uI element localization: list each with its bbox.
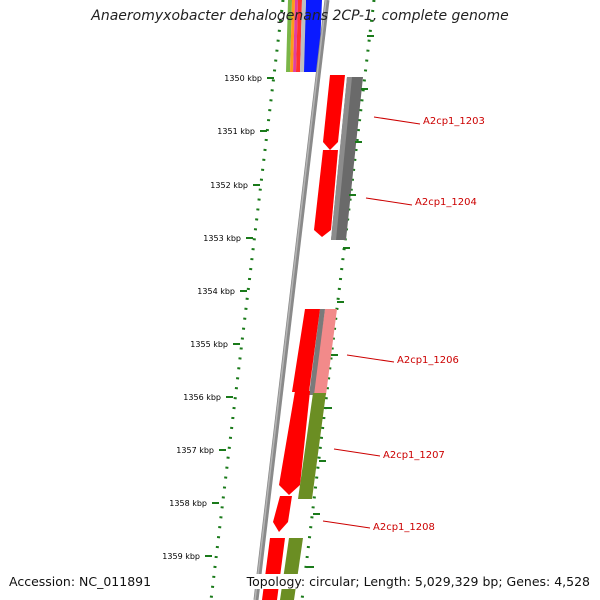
gene-label[interactable]: A2cp1_1203	[423, 116, 485, 127]
gene-arrow-grey-shade	[331, 77, 352, 240]
cds-arrow-1204	[314, 150, 338, 237]
tick-label: 1355 kbp	[190, 340, 228, 349]
feature-bar-blue-top	[303, 0, 322, 72]
cds-arrow-1207	[279, 391, 310, 495]
tick-label: 1356 kbp	[183, 393, 221, 402]
gene-label[interactable]: A2cp1_1207	[383, 450, 445, 461]
cds-arrow-1208	[273, 496, 292, 532]
gene-callout-line	[333, 448, 381, 457]
genome-summary-text: Topology: circular; Length: 5,029,329 bp…	[244, 574, 590, 589]
tick-label: 1352 kbp	[210, 181, 248, 190]
tick-label: 1357 kbp	[176, 446, 214, 455]
tick-label: 1354 kbp	[197, 287, 235, 296]
cds-arrow-1206	[292, 309, 320, 392]
gene-callout-line	[346, 354, 395, 363]
gene-label[interactable]: A2cp1_1204	[415, 197, 477, 208]
cds-arrow-1203	[323, 75, 345, 150]
gene-callout-line	[365, 197, 413, 206]
tick-label: 1353 kbp	[203, 234, 241, 243]
gene-label[interactable]: A2cp1_1206	[397, 355, 459, 366]
feature-bar-orange-top	[290, 0, 295, 72]
backbone-line	[253, 0, 330, 600]
gene-callout-line	[322, 520, 371, 529]
map-title: Anaeromyxobacter dehalogenans 2CP-1, com…	[91, 8, 509, 24]
green-feature	[298, 393, 326, 499]
gene-arrow-light	[313, 309, 337, 395]
gene-arrow-grey-small	[309, 309, 325, 395]
gene-labels: A2cp1_1203 A2cp1_1204 A2cp1_1206 A2cp1_1207…	[322, 116, 485, 533]
tick-label: 1351 kbp	[217, 127, 255, 136]
accession-text: Accession: NC_011891	[9, 574, 152, 589]
kbp-ticks: 1350 kbp 1351 kbp 1352 kbp 1353 kbp 1354 kbp…	[162, 35, 374, 568]
backbone-highlight	[254, 0, 327, 600]
feature-bar-pink-top	[293, 0, 298, 72]
gene-callout-line	[373, 116, 421, 125]
tick-label: 1350 kbp	[224, 74, 262, 83]
inner-dotted-ring	[209, 0, 285, 600]
top-feature-strip	[286, 0, 322, 72]
gene-label[interactable]: A2cp1_1208	[373, 522, 435, 533]
feature-bar-grey-top	[300, 0, 306, 72]
tick-label: 1358 kbp	[169, 499, 207, 508]
outer-dotted-ring	[300, 0, 376, 600]
tick-label: 1359 kbp	[162, 552, 200, 561]
